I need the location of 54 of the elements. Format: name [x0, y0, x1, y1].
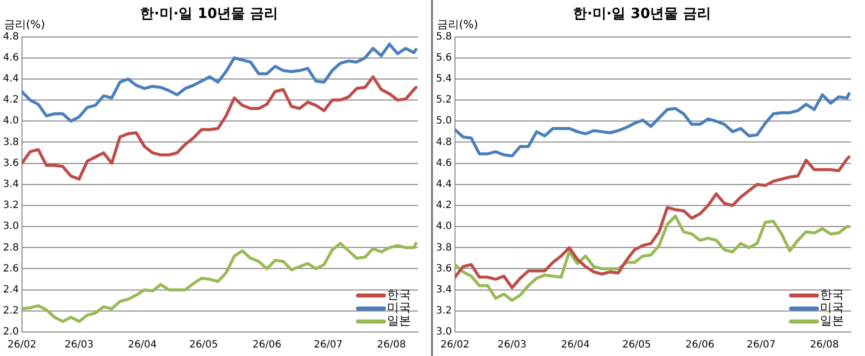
y-tick-label: 3.4: [2, 178, 19, 190]
x-tick-label: 26/02: [440, 340, 470, 351]
y-tick-label: 4.8: [436, 136, 452, 148]
x-tick-label: 26/03: [64, 340, 94, 351]
chart-title: 한·미·일 10년물 금리: [140, 6, 278, 22]
y-tick-label: 4.0: [2, 116, 19, 127]
x-tick-label: 26/07: [314, 340, 343, 351]
y-tick-label: 3.4: [436, 284, 452, 296]
y-axis-title: 금리(%): [4, 18, 46, 32]
x-tick-label: 26/08: [377, 340, 406, 351]
y-tick-label: 2.4: [2, 284, 19, 296]
y-tick-label: 5.4: [436, 74, 452, 85]
y-tick-label: 3.8: [2, 136, 19, 148]
chart-title: 한·미·일 30년물 금리: [573, 6, 711, 22]
y-tick-label: 5.0: [436, 116, 452, 127]
legend-label: 한국: [820, 288, 844, 302]
y-tick-label: 3.6: [2, 158, 19, 169]
y-tick-label: 2.8: [2, 242, 19, 254]
y-tick-label: 2.6: [2, 263, 19, 274]
y-tick-label: 4.8: [2, 31, 19, 42]
y-tick-label: 4.6: [2, 52, 19, 64]
y-tick-label: 3.0: [436, 326, 452, 338]
y-tick-label: 5.2: [436, 94, 452, 106]
y-tick-label: 3.0: [2, 221, 19, 232]
x-tick-label: 26/05: [622, 340, 652, 351]
y-tick-label: 3.2: [436, 306, 452, 317]
y-tick-label: 5.8: [436, 31, 452, 42]
x-tick-label: 26/04: [128, 340, 157, 351]
x-tick-label: 26/04: [560, 340, 590, 351]
y-tick-label: 2.0: [2, 326, 19, 338]
y-tick-label: 3.8: [436, 242, 452, 254]
y-tick-label: 4.0: [436, 221, 452, 232]
y-axis-title: 금리(%): [437, 18, 478, 32]
y-tick-label: 4.2: [2, 94, 19, 106]
x-tick-label: 26/02: [7, 340, 36, 351]
legend-label: 미국: [820, 300, 844, 315]
y-tick-label: 4.2: [436, 200, 452, 212]
y-tick-label: 4.4: [2, 74, 19, 85]
legend-label: 일본: [387, 314, 411, 328]
y-tick-label: 4.4: [436, 178, 452, 190]
x-tick-label: 26/06: [686, 340, 714, 351]
x-tick-label: 26/05: [189, 340, 218, 351]
legend-label: 일본: [820, 314, 844, 328]
y-tick-label: 5.6: [436, 52, 452, 64]
x-tick-label: 26/03: [498, 340, 526, 351]
legend-label: 미국: [387, 300, 411, 315]
legend-label: 한국: [387, 288, 411, 302]
y-tick-label: 2.2: [2, 306, 19, 317]
x-tick-label: 26/08: [810, 340, 839, 351]
x-tick-label: 26/07: [746, 340, 776, 351]
y-tick-label: 4.6: [436, 158, 452, 169]
x-tick-label: 26/06: [252, 340, 282, 351]
y-tick-label: 3.2: [2, 200, 19, 212]
y-tick-label: 3.6: [436, 263, 452, 274]
